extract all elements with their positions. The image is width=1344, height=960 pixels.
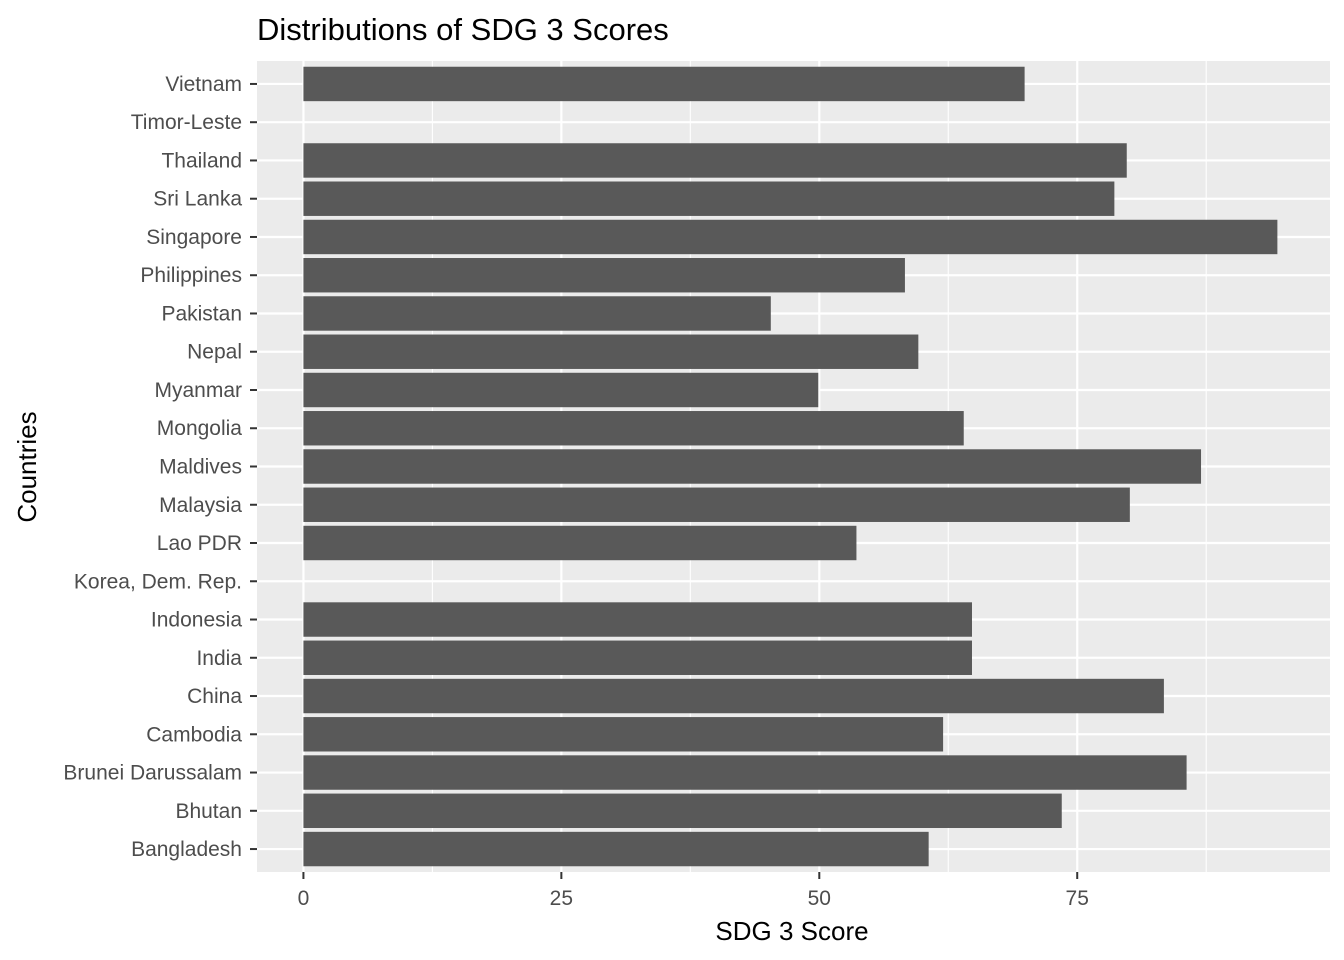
- y-tick-label: Pakistan: [161, 302, 242, 325]
- bar-lao-pdr: [303, 525, 857, 561]
- chart-title: Distributions of SDG 3 Scores: [257, 12, 669, 47]
- bar-thailand: [303, 143, 1127, 178]
- y-tick-label: Thailand: [161, 149, 242, 172]
- y-tick-label: Myanmar: [154, 379, 242, 402]
- y-tick-label: China: [187, 685, 242, 708]
- bar-china: [303, 678, 1164, 714]
- y-tick-label: Singapore: [146, 226, 242, 249]
- y-tick-label: Bangladesh: [131, 838, 242, 861]
- x-tick-label: 25: [550, 887, 573, 910]
- y-tick-label: Timor-Leste: [131, 111, 242, 134]
- bar-brunei-darussalam: [303, 755, 1187, 790]
- y-tick-label: Cambodia: [146, 723, 242, 746]
- y-tick-label: Bhutan: [175, 800, 242, 823]
- bar-mongolia: [303, 411, 964, 446]
- bar-pakistan: [303, 296, 771, 331]
- y-tick-label: Lao PDR: [157, 532, 242, 555]
- y-tick-label: Maldives: [159, 456, 242, 479]
- bar-nepal: [303, 334, 919, 369]
- y-axis-title: Countries: [12, 411, 42, 522]
- bar-indonesia: [303, 602, 972, 637]
- y-axis: Bangladesh Bhutan Brunei Darussalam Cambodi…: [63, 73, 257, 861]
- bar-cambodia: [303, 717, 944, 752]
- bars: [303, 66, 1278, 867]
- bar-myanmar: [303, 372, 819, 408]
- bar-sri-lanka: [303, 181, 1115, 216]
- y-tick-label: Brunei Darussalam: [63, 762, 242, 785]
- y-tick-label: India: [196, 647, 242, 670]
- bar-philippines: [303, 258, 905, 293]
- x-tick-label: 75: [1066, 887, 1089, 910]
- y-tick-label: Sri Lanka: [153, 188, 242, 211]
- bar-singapore: [303, 219, 1278, 255]
- bar-bangladesh: [303, 831, 929, 867]
- x-axis: 0 25 50 75: [298, 872, 1089, 910]
- y-tick-label: Vietnam: [165, 73, 242, 96]
- bar-bhutan: [303, 793, 1062, 829]
- y-tick-label: Malaysia: [159, 494, 242, 517]
- x-axis-title: SDG 3 Score: [715, 916, 868, 946]
- bar-malaysia: [303, 487, 1130, 522]
- y-tick-label: Mongolia: [157, 417, 243, 440]
- bar-india: [303, 640, 972, 675]
- y-tick-label: Indonesia: [151, 609, 242, 632]
- y-tick-label: Nepal: [187, 341, 242, 364]
- x-tick-label: 0: [298, 887, 310, 910]
- bar-maldives: [303, 449, 1202, 484]
- y-tick-label: Korea, Dem. Rep.: [74, 570, 242, 593]
- x-tick-label: 50: [808, 887, 831, 910]
- bar-vietnam: [303, 66, 1025, 102]
- y-tick-label: Philippines: [140, 264, 242, 287]
